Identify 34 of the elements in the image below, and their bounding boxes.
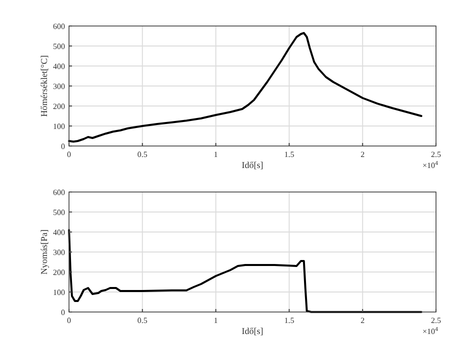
y-tick-label: 200 [53, 102, 65, 111]
x-tick-label: 0 [67, 316, 71, 325]
y-tick-label: 500 [53, 208, 65, 217]
x-tick-label: 0 [67, 150, 71, 159]
x-tick-label: 2.5 [431, 316, 441, 325]
x-tick-label: 1.5 [284, 316, 294, 325]
y-tick-label: 0 [61, 142, 65, 151]
y-tick-label: 500 [53, 42, 65, 51]
y-tick-label: 400 [53, 62, 65, 71]
x-axis-title: Idő[s] [242, 326, 264, 336]
line-series [68, 32, 422, 143]
y-tick-label: 0 [61, 308, 65, 317]
y-tick-label: 300 [53, 82, 65, 91]
x-tick-label: 2.5 [431, 150, 441, 159]
x-tick-label: 0.5 [137, 316, 148, 325]
y-tick-label: 200 [53, 268, 65, 277]
y-axis-title: Hőmérséklet[°C] [39, 55, 49, 117]
x-axis-title: Idő[s] [242, 160, 264, 170]
y-tick-label: 100 [53, 122, 65, 131]
y-tick-label: 600 [53, 22, 65, 31]
x-tick-label: 1 [214, 316, 218, 325]
x-tick-label: 1.5 [284, 150, 294, 159]
y-tick-label: 300 [53, 248, 65, 257]
y-tick-label: 400 [53, 228, 65, 237]
y-tick-label: 100 [53, 288, 65, 297]
x-tick-label: 2 [360, 150, 365, 159]
y-tick-label: 600 [53, 188, 65, 197]
y-axis-title: Nyomás[Pa] [39, 230, 49, 274]
x-tick-label: 0.5 [137, 150, 148, 159]
x-tick-label: 1 [214, 150, 218, 159]
line-series [68, 229, 422, 313]
text: ×10$^{4}$ [422, 327, 438, 336]
text: ×10$^{4}$ [422, 161, 438, 170]
x-tick-label: 2 [360, 316, 365, 325]
